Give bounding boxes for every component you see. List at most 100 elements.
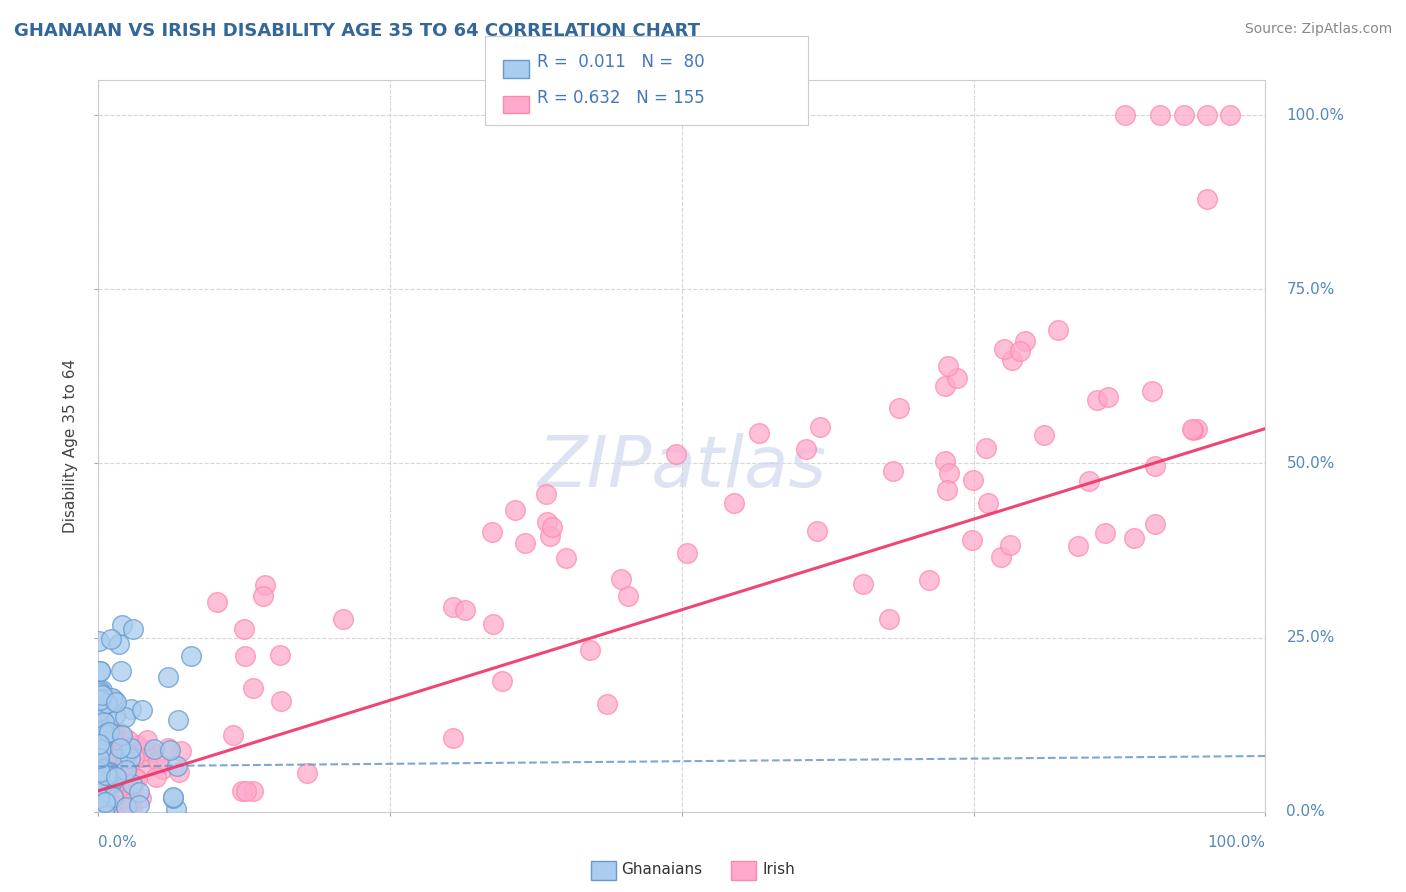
Point bbox=[94, 740, 117, 755]
Point bbox=[110, 728, 132, 742]
Point bbox=[89, 772, 111, 787]
Point bbox=[609, 572, 631, 586]
Point bbox=[100, 768, 122, 782]
Text: 50.0%: 50.0% bbox=[1286, 456, 1334, 471]
Point bbox=[89, 751, 111, 765]
Point bbox=[89, 734, 111, 748]
Point bbox=[87, 791, 110, 805]
Point bbox=[101, 801, 124, 815]
Point bbox=[233, 622, 256, 636]
Point bbox=[94, 781, 117, 796]
Text: GHANAIAN VS IRISH DISABILITY AGE 35 TO 64 CORRELATION CHART: GHANAIAN VS IRISH DISABILITY AGE 35 TO 6… bbox=[14, 22, 700, 40]
Point bbox=[87, 773, 110, 788]
Point bbox=[117, 763, 139, 777]
Point bbox=[157, 740, 180, 755]
Point bbox=[110, 664, 132, 678]
Point bbox=[115, 746, 138, 760]
Point bbox=[90, 764, 112, 778]
Point bbox=[96, 766, 118, 780]
Point bbox=[252, 589, 274, 603]
Point bbox=[135, 733, 157, 747]
Point bbox=[934, 379, 956, 393]
Point bbox=[90, 798, 112, 813]
Point bbox=[124, 772, 146, 786]
Point bbox=[89, 790, 111, 805]
Point bbox=[93, 775, 115, 789]
Point bbox=[89, 684, 111, 698]
Point bbox=[1219, 108, 1241, 122]
Point bbox=[936, 483, 959, 497]
Point bbox=[554, 551, 576, 566]
Point bbox=[105, 756, 128, 770]
Point bbox=[108, 726, 131, 740]
Point bbox=[596, 697, 619, 711]
Text: Ghanaians: Ghanaians bbox=[621, 863, 703, 877]
Point bbox=[503, 503, 526, 517]
Point bbox=[96, 797, 118, 811]
Point bbox=[143, 741, 166, 756]
Point bbox=[89, 759, 111, 773]
Point bbox=[1173, 108, 1195, 122]
Point bbox=[101, 789, 124, 804]
Point bbox=[96, 709, 118, 723]
Text: 100.0%: 100.0% bbox=[1208, 836, 1265, 850]
Point bbox=[990, 549, 1012, 564]
Point bbox=[111, 617, 134, 632]
Point bbox=[96, 778, 118, 792]
Point bbox=[145, 770, 167, 784]
Point bbox=[89, 765, 111, 780]
Point bbox=[129, 791, 152, 805]
Point bbox=[94, 795, 117, 809]
Point bbox=[159, 743, 181, 757]
Point bbox=[103, 765, 125, 780]
Point bbox=[162, 789, 184, 804]
Point bbox=[441, 599, 464, 614]
Point bbox=[233, 649, 256, 664]
Point bbox=[120, 702, 142, 716]
Point bbox=[165, 801, 187, 815]
Point bbox=[1085, 392, 1108, 407]
Point bbox=[89, 753, 111, 767]
Point bbox=[121, 804, 143, 818]
Point bbox=[534, 486, 557, 500]
Point bbox=[1014, 334, 1036, 348]
Point bbox=[94, 751, 117, 765]
Point bbox=[100, 798, 122, 813]
Point bbox=[166, 713, 188, 727]
Point bbox=[115, 803, 138, 817]
Point bbox=[115, 763, 138, 777]
Point bbox=[90, 784, 112, 798]
Point bbox=[96, 741, 118, 756]
Point bbox=[1144, 458, 1167, 473]
Point bbox=[254, 577, 277, 591]
Point bbox=[103, 693, 125, 707]
Point bbox=[162, 791, 184, 805]
Point bbox=[794, 442, 817, 456]
Point bbox=[108, 751, 131, 765]
Point bbox=[136, 759, 159, 773]
Point bbox=[665, 447, 688, 461]
Point bbox=[89, 797, 111, 811]
Point bbox=[96, 773, 118, 788]
Point bbox=[98, 724, 121, 739]
Point bbox=[110, 747, 132, 761]
Point bbox=[205, 595, 228, 609]
Point bbox=[98, 764, 121, 779]
Point bbox=[231, 784, 253, 798]
Point bbox=[1001, 353, 1024, 368]
Point bbox=[1097, 390, 1119, 404]
Point bbox=[98, 724, 121, 739]
Point bbox=[104, 782, 127, 797]
Point bbox=[808, 420, 831, 434]
Text: 100.0%: 100.0% bbox=[1286, 108, 1344, 122]
Point bbox=[97, 758, 120, 772]
Point bbox=[90, 739, 112, 754]
Point bbox=[89, 704, 111, 718]
Point bbox=[91, 688, 114, 702]
Point bbox=[90, 767, 112, 781]
Point bbox=[87, 764, 110, 779]
Point bbox=[150, 762, 173, 776]
Point bbox=[1114, 108, 1136, 122]
Point bbox=[1181, 422, 1204, 436]
Point bbox=[180, 648, 202, 663]
